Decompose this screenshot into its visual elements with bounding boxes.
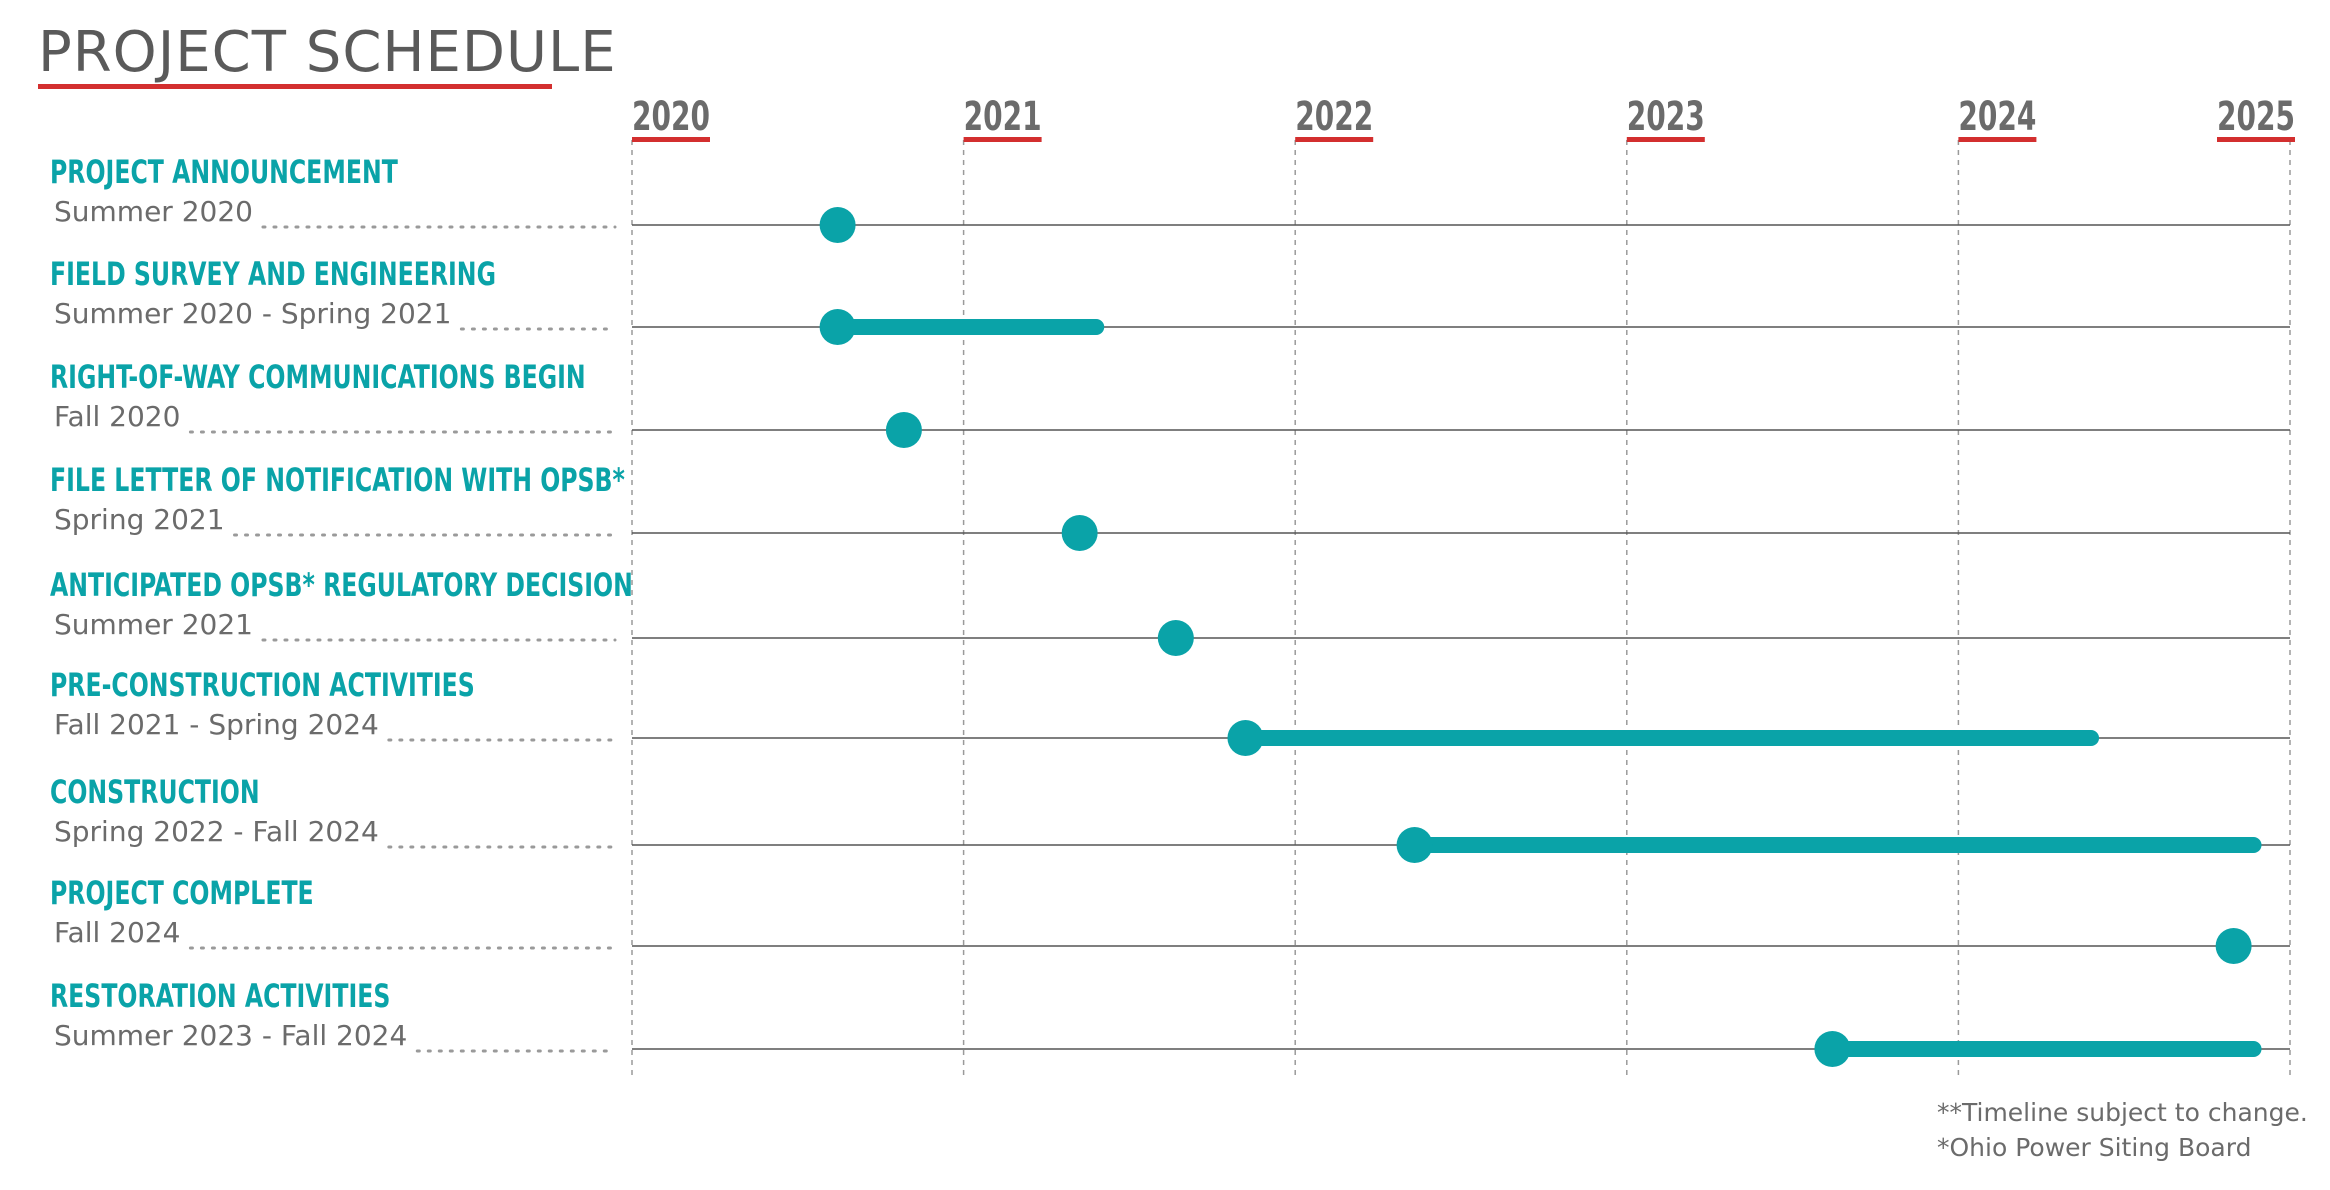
year-tick-label: 2023: [1627, 94, 1705, 140]
task-date: Summer 2023 - Fall 2024: [54, 1019, 408, 1052]
start-marker: [2215, 928, 2252, 964]
task-name: PROJECT ANNOUNCEMENT: [50, 153, 398, 191]
task-date: Summer 2020: [54, 195, 253, 228]
start-marker: [1061, 515, 1098, 551]
start-marker: [1157, 620, 1194, 656]
year-underline: [2217, 137, 2295, 142]
start-marker: [1814, 1031, 1851, 1067]
year-tick-label: 2024: [1958, 94, 2036, 140]
start-marker: [885, 412, 922, 448]
year-tick-label: 2025: [2217, 94, 2295, 140]
page-title: PROJECT SCHEDULE: [38, 20, 617, 85]
task-name: FILE LETTER OF NOTIFICATION WITH OPSB*: [50, 461, 625, 499]
year-underline: [632, 137, 710, 142]
task-name: PRE-CONSTRUCTION ACTIVITIES: [50, 666, 475, 704]
task-date: Fall 2020: [54, 400, 181, 433]
year-underline: [1958, 137, 2037, 142]
year-tick-label: 2021: [964, 94, 1042, 140]
start-marker: [819, 207, 856, 243]
year-underline: [963, 137, 1042, 142]
footnote-opsb: *Ohio Power Siting Board: [1937, 1133, 2252, 1162]
task-date: Fall 2024: [54, 916, 181, 949]
task-name: RESTORATION ACTIVITIES: [50, 977, 391, 1015]
task-date: Spring 2021: [54, 503, 225, 536]
task-date: Summer 2020 - Spring 2021: [54, 297, 452, 330]
task-date: Spring 2022 - Fall 2024: [54, 815, 379, 848]
start-marker: [819, 309, 856, 345]
start-marker: [1396, 827, 1433, 863]
task-name: FIELD SURVEY AND ENGINEERING: [50, 255, 496, 293]
task-name: CONSTRUCTION: [50, 773, 260, 811]
year-underline: [1626, 137, 1705, 142]
task-name: RIGHT-OF-WAY COMMUNICATIONS BEGIN: [50, 358, 586, 396]
task-date: Fall 2021 - Spring 2024: [54, 708, 379, 741]
task-name: PROJECT COMPLETE: [50, 874, 314, 912]
start-marker: [1227, 720, 1264, 756]
year-underline: [1295, 137, 1374, 142]
title-underline: [38, 84, 552, 89]
task-date: Summer 2021: [54, 608, 253, 641]
task-name: ANTICIPATED OPSB* REGULATORY DECISION: [50, 566, 633, 604]
year-tick-label: 2020: [632, 94, 710, 140]
footnote-timeline: **Timeline subject to change.: [1937, 1098, 2308, 1127]
year-tick-label: 2022: [1295, 94, 1373, 140]
